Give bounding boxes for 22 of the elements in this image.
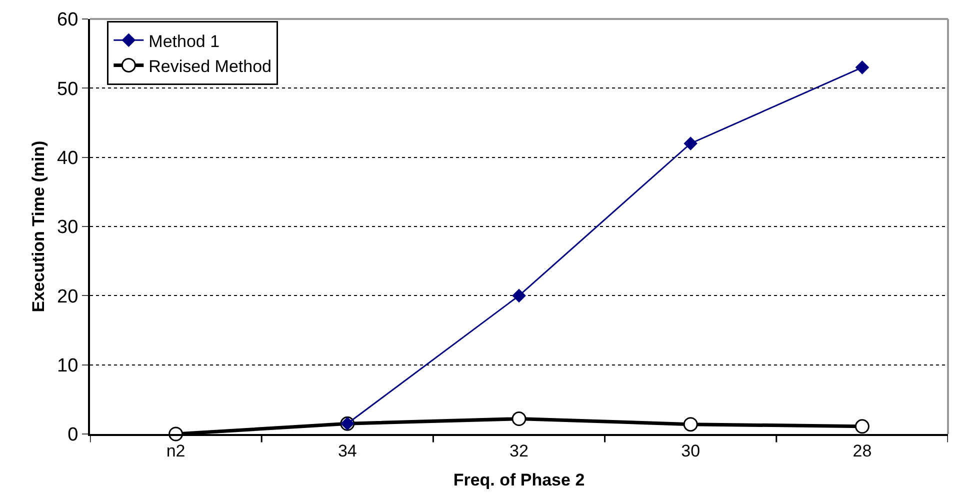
point (512, 289, 526, 302)
y-axis-title: Execution Time (min) (29, 140, 48, 312)
x-tick-label: 32 (510, 441, 528, 460)
x-tick-label: 28 (852, 441, 872, 460)
point (684, 136, 698, 150)
x-axis-title: Freq. of Phase 2 (453, 470, 585, 490)
point (856, 60, 869, 74)
x-tick-label: n2 (166, 441, 186, 460)
y-tick-label: 30 (57, 217, 78, 238)
x-tick-label: 34 (338, 441, 357, 460)
legend-label: Method 1 (148, 32, 220, 51)
legend-label: Revised Method (148, 56, 272, 76)
point (854, 419, 870, 434)
point (512, 412, 526, 426)
y-tick-label: 50 (57, 78, 78, 100)
y-tick-label: 40 (57, 148, 78, 169)
y-tick-label: 0 (68, 424, 78, 446)
y-tick-label: 20 (57, 286, 78, 308)
point (683, 417, 698, 432)
y-tick-label: 10 (57, 355, 78, 376)
y-tick-label: 60 (57, 10, 78, 31)
x-tick-label: 30 (681, 441, 700, 460)
